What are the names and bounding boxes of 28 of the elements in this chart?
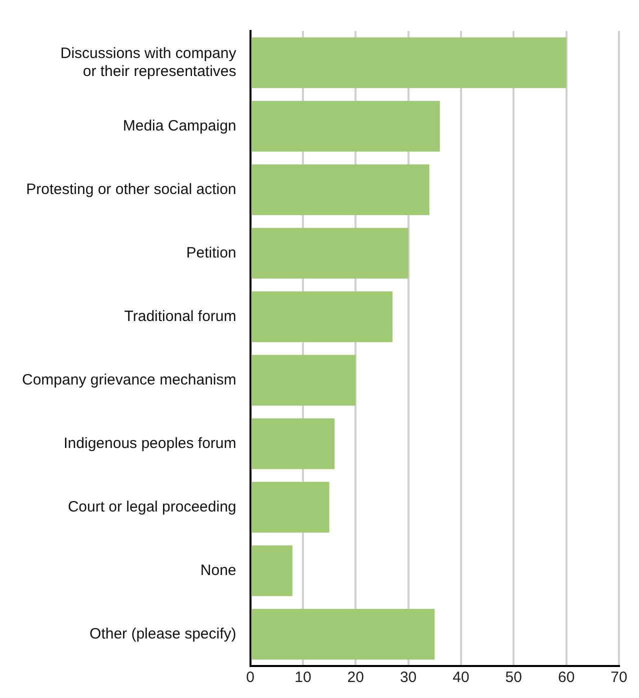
bar (251, 291, 392, 342)
y-tick-label: Discussions with company or their representatives (60, 44, 237, 80)
y-tick-label: Traditional forum (124, 308, 236, 325)
bar (251, 354, 356, 406)
x-tick-label: 30 (400, 669, 417, 686)
y-tick-label: Media Campaign (122, 117, 236, 134)
x-tick-label: 70 (610, 669, 628, 686)
x-tick-label: 50 (505, 669, 522, 686)
y-tick-label: Petition (186, 244, 236, 262)
x-tick-label: 20 (347, 669, 364, 686)
x-tick-label: 60 (558, 669, 575, 686)
y-tick-label: Other (please specify) (90, 625, 236, 642)
bar (251, 100, 440, 152)
y-tick-label: Indigenous peoples forum (64, 434, 236, 452)
bar (251, 482, 330, 533)
x-tick-label: 40 (452, 669, 470, 686)
bar (251, 545, 292, 596)
y-tick-label: Protesting or other social action (26, 180, 236, 198)
bar (251, 228, 408, 279)
bar (251, 164, 430, 216)
y-tick-label: Court or legal proceeding (68, 498, 236, 516)
y-tick-label: Company grievance mechanism (22, 371, 236, 388)
bar (251, 608, 435, 660)
y-tick-label: None (200, 562, 236, 579)
bar (251, 37, 566, 88)
x-tick-label: 0 (246, 669, 254, 686)
x-tick-label: 10 (294, 669, 312, 686)
bar (251, 418, 335, 470)
